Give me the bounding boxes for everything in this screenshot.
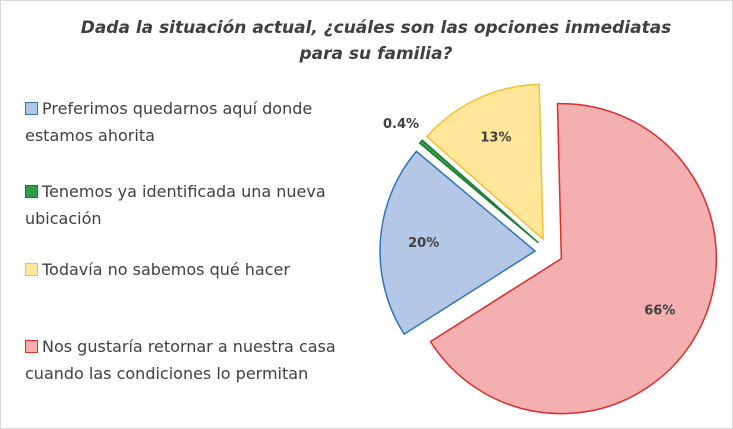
legend-item: Tenemos ya identificada una nueva ubicac… xyxy=(25,178,345,232)
legend-label: Todavía no sabemos qué hacer xyxy=(42,260,290,279)
pie-slice xyxy=(425,83,544,242)
legend-item: Todavía no sabemos qué hacer xyxy=(25,256,345,283)
pie-slice xyxy=(418,139,539,244)
legend-swatch xyxy=(25,102,38,115)
chart-title: Dada la situación actual, ¿cuáles son la… xyxy=(80,18,672,64)
pie-slice xyxy=(429,102,718,415)
legend-label: Preferimos quedarnos aquí donde estamos … xyxy=(25,99,313,145)
legend-item: Preferimos quedarnos aquí donde estamos … xyxy=(25,95,345,149)
legend-swatch xyxy=(25,340,38,353)
legend-swatch xyxy=(25,185,38,198)
pie-slice xyxy=(379,150,537,336)
data-label: 13% xyxy=(480,131,511,146)
legend-label: Tenemos ya identificada una nueva ubicac… xyxy=(25,182,326,228)
data-label: 20% xyxy=(408,236,439,251)
legend-item: Nos gustaría retornar a nuestra casa cua… xyxy=(25,333,345,387)
legend-label: Nos gustaría retornar a nuestra casa cua… xyxy=(25,337,336,383)
data-label: 66% xyxy=(644,304,675,319)
legend-swatch xyxy=(25,263,38,276)
data-label: 0.4% xyxy=(383,117,419,132)
